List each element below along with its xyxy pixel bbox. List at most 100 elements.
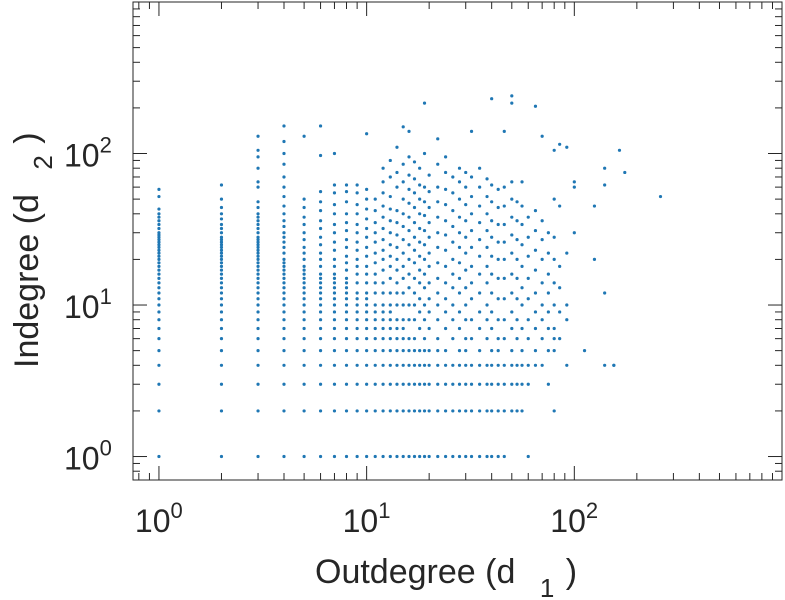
data-point (407, 129, 411, 133)
data-point (478, 363, 482, 367)
x-axis-label: Outdegree (d 1 ) (315, 553, 577, 600)
data-point (490, 254, 494, 258)
data-point (332, 203, 337, 207)
data-point (407, 201, 411, 205)
data-point (427, 310, 431, 314)
data-point (464, 219, 468, 223)
data-point (388, 349, 392, 353)
data-point (407, 409, 411, 413)
data-point (510, 326, 514, 331)
data-point (332, 212, 337, 216)
y-tick-label: 100 (64, 436, 112, 477)
data-point (418, 254, 422, 258)
data-point (510, 272, 514, 276)
data-point (256, 257, 260, 262)
data-point (526, 382, 530, 386)
data-point (381, 238, 385, 242)
data-point (157, 235, 161, 239)
data-point (412, 363, 417, 367)
data-point (526, 363, 530, 367)
data-point (219, 286, 224, 290)
data-point (332, 297, 337, 301)
data-point (388, 409, 392, 413)
data-point (388, 158, 392, 163)
data-point (282, 268, 286, 272)
data-point (464, 382, 468, 386)
data-point (344, 220, 349, 225)
data-point (157, 245, 161, 250)
data-point (469, 409, 474, 413)
data-point (515, 337, 519, 341)
data-point (418, 382, 422, 386)
data-point (365, 226, 369, 231)
data-point (485, 177, 489, 181)
data-point (282, 139, 286, 144)
data-point (282, 219, 286, 223)
data-point (427, 190, 431, 194)
data-point (451, 175, 455, 179)
data-point (464, 318, 468, 322)
data-point (418, 326, 422, 331)
data-point (381, 257, 385, 262)
data-point (219, 197, 224, 201)
data-point (502, 204, 506, 208)
data-point (451, 382, 455, 386)
data-point (436, 276, 440, 280)
data-point (422, 257, 427, 262)
data-point (388, 254, 392, 258)
data-point (381, 382, 385, 386)
data-point (219, 205, 224, 210)
data-point (256, 281, 260, 285)
data-point (422, 349, 427, 353)
data-point (469, 175, 474, 179)
data-point (332, 349, 337, 353)
data-point (401, 197, 405, 201)
data-point (412, 318, 417, 322)
data-point (502, 222, 506, 227)
data-point (603, 183, 607, 187)
x-tick-exponent: 1 (378, 498, 390, 523)
data-point (318, 382, 323, 386)
data-point (219, 240, 224, 244)
data-point (407, 215, 411, 219)
data-point (157, 286, 161, 290)
data-point (490, 454, 494, 459)
data-point (540, 238, 544, 242)
data-point (422, 382, 427, 386)
data-point (157, 207, 161, 211)
data-point (436, 291, 440, 295)
data-point (318, 235, 323, 239)
data-point (318, 291, 323, 295)
data-point (533, 268, 538, 272)
data-point (395, 363, 399, 367)
data-point (282, 240, 286, 244)
data-point (332, 363, 337, 367)
data-point (381, 191, 385, 195)
data-point (469, 264, 474, 268)
data-point (318, 264, 323, 268)
data-point (157, 291, 161, 295)
data-point (381, 226, 385, 231)
data-point (546, 349, 550, 353)
data-point (444, 264, 448, 268)
data-point (381, 248, 385, 252)
data-point (344, 183, 349, 187)
data-point (451, 286, 455, 290)
data-point (558, 310, 562, 314)
data-point (302, 363, 306, 367)
data-point (490, 326, 494, 331)
data-point (157, 251, 161, 255)
data-point (344, 228, 349, 233)
data-point (381, 409, 385, 413)
data-point (515, 363, 519, 367)
data-point (412, 235, 417, 239)
data-point (485, 245, 489, 250)
data-point (282, 235, 286, 239)
data-point (302, 134, 306, 138)
data-point (157, 297, 161, 301)
data-point (520, 363, 524, 367)
data-point (256, 337, 260, 341)
data-point (256, 261, 260, 265)
data-point (373, 349, 377, 353)
